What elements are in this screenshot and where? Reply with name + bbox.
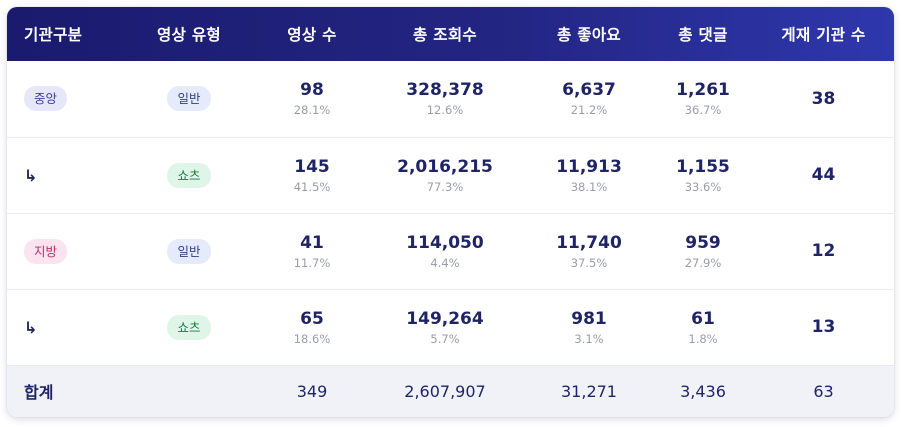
- likes-pct: 37.5%: [570, 255, 608, 270]
- likes-pct: 38.1%: [570, 179, 608, 194]
- type-badge-shorts: 쇼츠: [167, 314, 211, 340]
- likes-pct: 21.2%: [570, 103, 608, 118]
- header-institutions: 게재 기관 수: [781, 26, 866, 44]
- comments: 1,261: [676, 80, 730, 101]
- views-pct: 12.6%: [426, 103, 464, 118]
- views: 149,264: [406, 308, 484, 329]
- likes: 6,637: [562, 80, 616, 101]
- header-total-likes: 총 좋아요: [557, 26, 621, 44]
- total-row: 합계 349 2,607,907 31,271 3,436 63: [7, 365, 894, 417]
- comments-pct: 36.7%: [684, 103, 722, 118]
- table-row: 중앙 일반 98 28.1% 328,378 12.6% 6,637 21.2% 1,…: [7, 61, 894, 137]
- comments: 1,155: [676, 156, 730, 177]
- table-row: ↳ 쇼츠 145 41.5% 2,016,215 77.3% 11,913 38.1%…: [7, 137, 894, 213]
- org-badge-local: 지방: [24, 238, 68, 264]
- institution-count: 38: [811, 88, 836, 109]
- sub-row-arrow-icon: ↳: [24, 317, 38, 337]
- total-views: 2,607,907: [404, 381, 486, 401]
- stats-table-card: 기관구분 영상 유형 영상 수 총 조회수 총 좋아요 총 댓글 게재 기관 수…: [7, 7, 894, 417]
- views: 114,050: [406, 232, 484, 253]
- table-row: 지방 일반 41 11.7% 114,050 4.4% 11,740 37.5% 95…: [7, 213, 894, 289]
- comments: 959: [685, 232, 721, 253]
- total-comments: 3,436: [680, 381, 726, 401]
- views-pct: 5.7%: [430, 331, 460, 346]
- video-count: 65: [300, 308, 324, 329]
- views-pct: 77.3%: [426, 179, 464, 194]
- type-badge-normal: 일반: [167, 86, 211, 112]
- comments-pct: 1.8%: [688, 331, 718, 346]
- total-institutions: 63: [813, 381, 834, 401]
- header-org-type: 기관구분: [24, 26, 83, 44]
- sub-row-arrow-icon: ↳: [24, 165, 38, 185]
- video-count: 41: [300, 232, 324, 253]
- views: 328,378: [406, 80, 484, 101]
- likes: 11,913: [556, 156, 622, 177]
- video-count-pct: 41.5%: [293, 179, 331, 194]
- institution-count: 44: [811, 165, 836, 185]
- header-video-type: 영상 유형: [157, 26, 221, 44]
- video-count-pct: 28.1%: [293, 103, 331, 118]
- video-stats-table: 기관구분 영상 유형 영상 수 총 조회수 총 좋아요 총 댓글 게재 기관 수…: [7, 7, 894, 417]
- comments: 61: [691, 308, 715, 329]
- institution-count: 13: [811, 317, 836, 337]
- views-pct: 4.4%: [430, 255, 460, 270]
- type-badge-shorts: 쇼츠: [167, 162, 211, 188]
- video-count: 145: [294, 156, 330, 177]
- video-count: 98: [300, 80, 324, 101]
- likes-pct: 3.1%: [574, 331, 604, 346]
- institution-count: 12: [811, 241, 836, 261]
- header-video-count: 영상 수: [287, 26, 337, 44]
- total-label: 합계: [24, 383, 54, 403]
- header-total-views: 총 조회수: [413, 26, 477, 44]
- likes: 981: [571, 308, 607, 329]
- org-badge-central: 중앙: [24, 86, 68, 112]
- total-likes: 31,271: [561, 381, 617, 401]
- comments-pct: 27.9%: [684, 255, 722, 270]
- table-row: ↳ 쇼츠 65 18.6% 149,264 5.7% 981 3.1% 61 1.8% …: [7, 289, 894, 365]
- total-video-count: 349: [296, 381, 328, 401]
- video-count-pct: 11.7%: [293, 255, 331, 270]
- likes: 11,740: [556, 232, 622, 253]
- comments-pct: 33.6%: [684, 179, 722, 194]
- header-total-comments: 총 댓글: [678, 26, 728, 44]
- table-header-row: 기관구분 영상 유형 영상 수 총 조회수 총 좋아요 총 댓글 게재 기관 수: [7, 7, 894, 61]
- type-badge-normal: 일반: [167, 238, 211, 264]
- video-count-pct: 18.6%: [293, 331, 331, 346]
- views: 2,016,215: [397, 156, 493, 177]
